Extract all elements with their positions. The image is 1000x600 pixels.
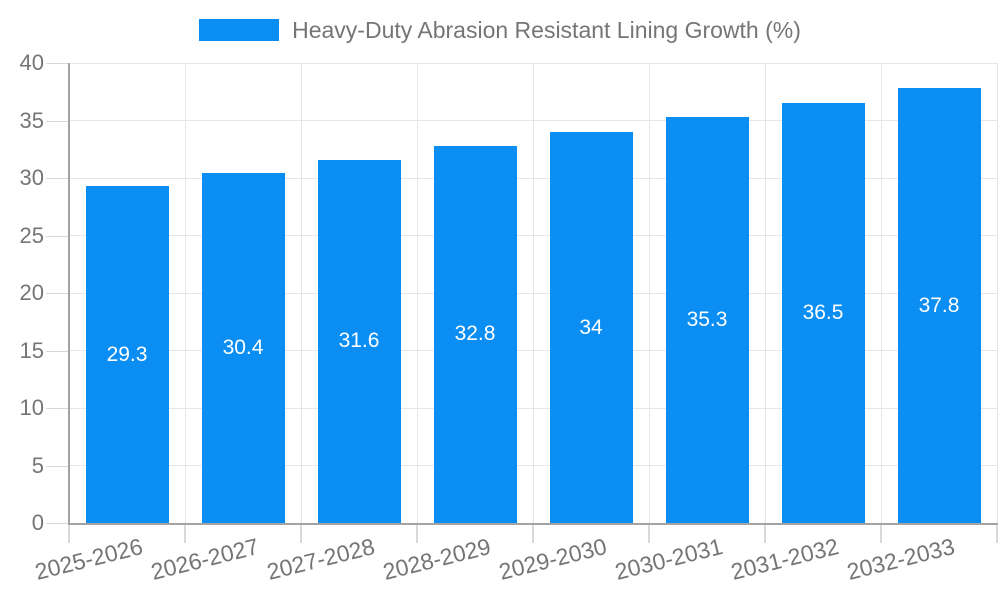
- y-axis-tick: [46, 63, 68, 64]
- bar-value-label: 34: [579, 315, 603, 339]
- gridline-vertical: [416, 63, 418, 523]
- bar-2032-2033[interactable]: 37.8: [897, 88, 981, 523]
- bar-value-label: 30.4: [222, 336, 264, 360]
- y-axis-tick: [46, 293, 68, 294]
- bar-2027-2028[interactable]: 31.6: [317, 159, 401, 523]
- y-axis-tick-label: 15: [19, 337, 44, 363]
- y-axis-tick: [46, 178, 68, 179]
- x-axis-tick: [996, 525, 998, 543]
- bar-value-label: 37.8: [918, 293, 960, 317]
- legend[interactable]: Heavy-Duty Abrasion Resistant Lining Gro…: [0, 12, 1000, 48]
- y-axis-tick-label: 35: [19, 107, 44, 133]
- x-axis-tick: [184, 525, 186, 543]
- y-axis-tick: [46, 523, 68, 524]
- legend-swatch-icon: [199, 19, 280, 41]
- gridline-vertical: [996, 63, 998, 523]
- y-axis-tick-label: 30: [19, 165, 44, 190]
- x-axis-tick: [764, 525, 766, 543]
- x-axis-tick: [648, 525, 650, 543]
- y-axis-tick: [46, 350, 68, 352]
- y-axis-tick-label: 25: [19, 222, 44, 248]
- y-axis-tick-label: 20: [19, 280, 44, 305]
- x-axis-tick: [300, 525, 302, 543]
- bar-2030-2031[interactable]: 35.3: [665, 117, 749, 523]
- bar-2031-2032[interactable]: 36.5: [781, 103, 865, 523]
- gridline-vertical: [184, 63, 186, 523]
- bar-2028-2029[interactable]: 32.8: [433, 145, 517, 523]
- x-axis-tick: [880, 525, 882, 543]
- y-axis-tick: [46, 465, 68, 467]
- gridline-vertical: [764, 63, 766, 523]
- x-axis-line: [68, 523, 998, 525]
- bar-2029-2030[interactable]: 34: [549, 132, 633, 523]
- y-axis-tick: [46, 408, 68, 409]
- bar-value-label: 31.6: [338, 329, 380, 353]
- bar-2025-2026[interactable]: 29.3: [85, 186, 169, 523]
- y-axis-tick-label: 40: [19, 50, 44, 75]
- gridline-vertical: [532, 63, 534, 523]
- gridline-vertical: [300, 63, 302, 523]
- bar-value-label: 35.3: [686, 308, 728, 332]
- x-axis-tick: [416, 525, 418, 543]
- y-axis-tick-label: 0: [31, 510, 44, 535]
- x-axis-tick: [532, 525, 534, 543]
- y-axis-tick: [46, 235, 68, 237]
- y-axis-tick-label: 10: [19, 395, 44, 420]
- y-axis-tick: [46, 120, 68, 122]
- bar-value-label: 32.8: [454, 322, 496, 346]
- bar-2026-2027[interactable]: 30.4: [201, 173, 285, 523]
- bar-value-label: 29.3: [106, 342, 148, 366]
- gridline-vertical: [648, 63, 650, 523]
- x-axis-tick: [68, 525, 70, 543]
- y-axis-line: [68, 63, 70, 525]
- gridline-vertical: [880, 63, 882, 523]
- y-axis-tick-label: 5: [31, 452, 44, 478]
- bar-value-label: 36.5: [802, 301, 844, 325]
- legend-label: Heavy-Duty Abrasion Resistant Lining Gro…: [292, 17, 801, 43]
